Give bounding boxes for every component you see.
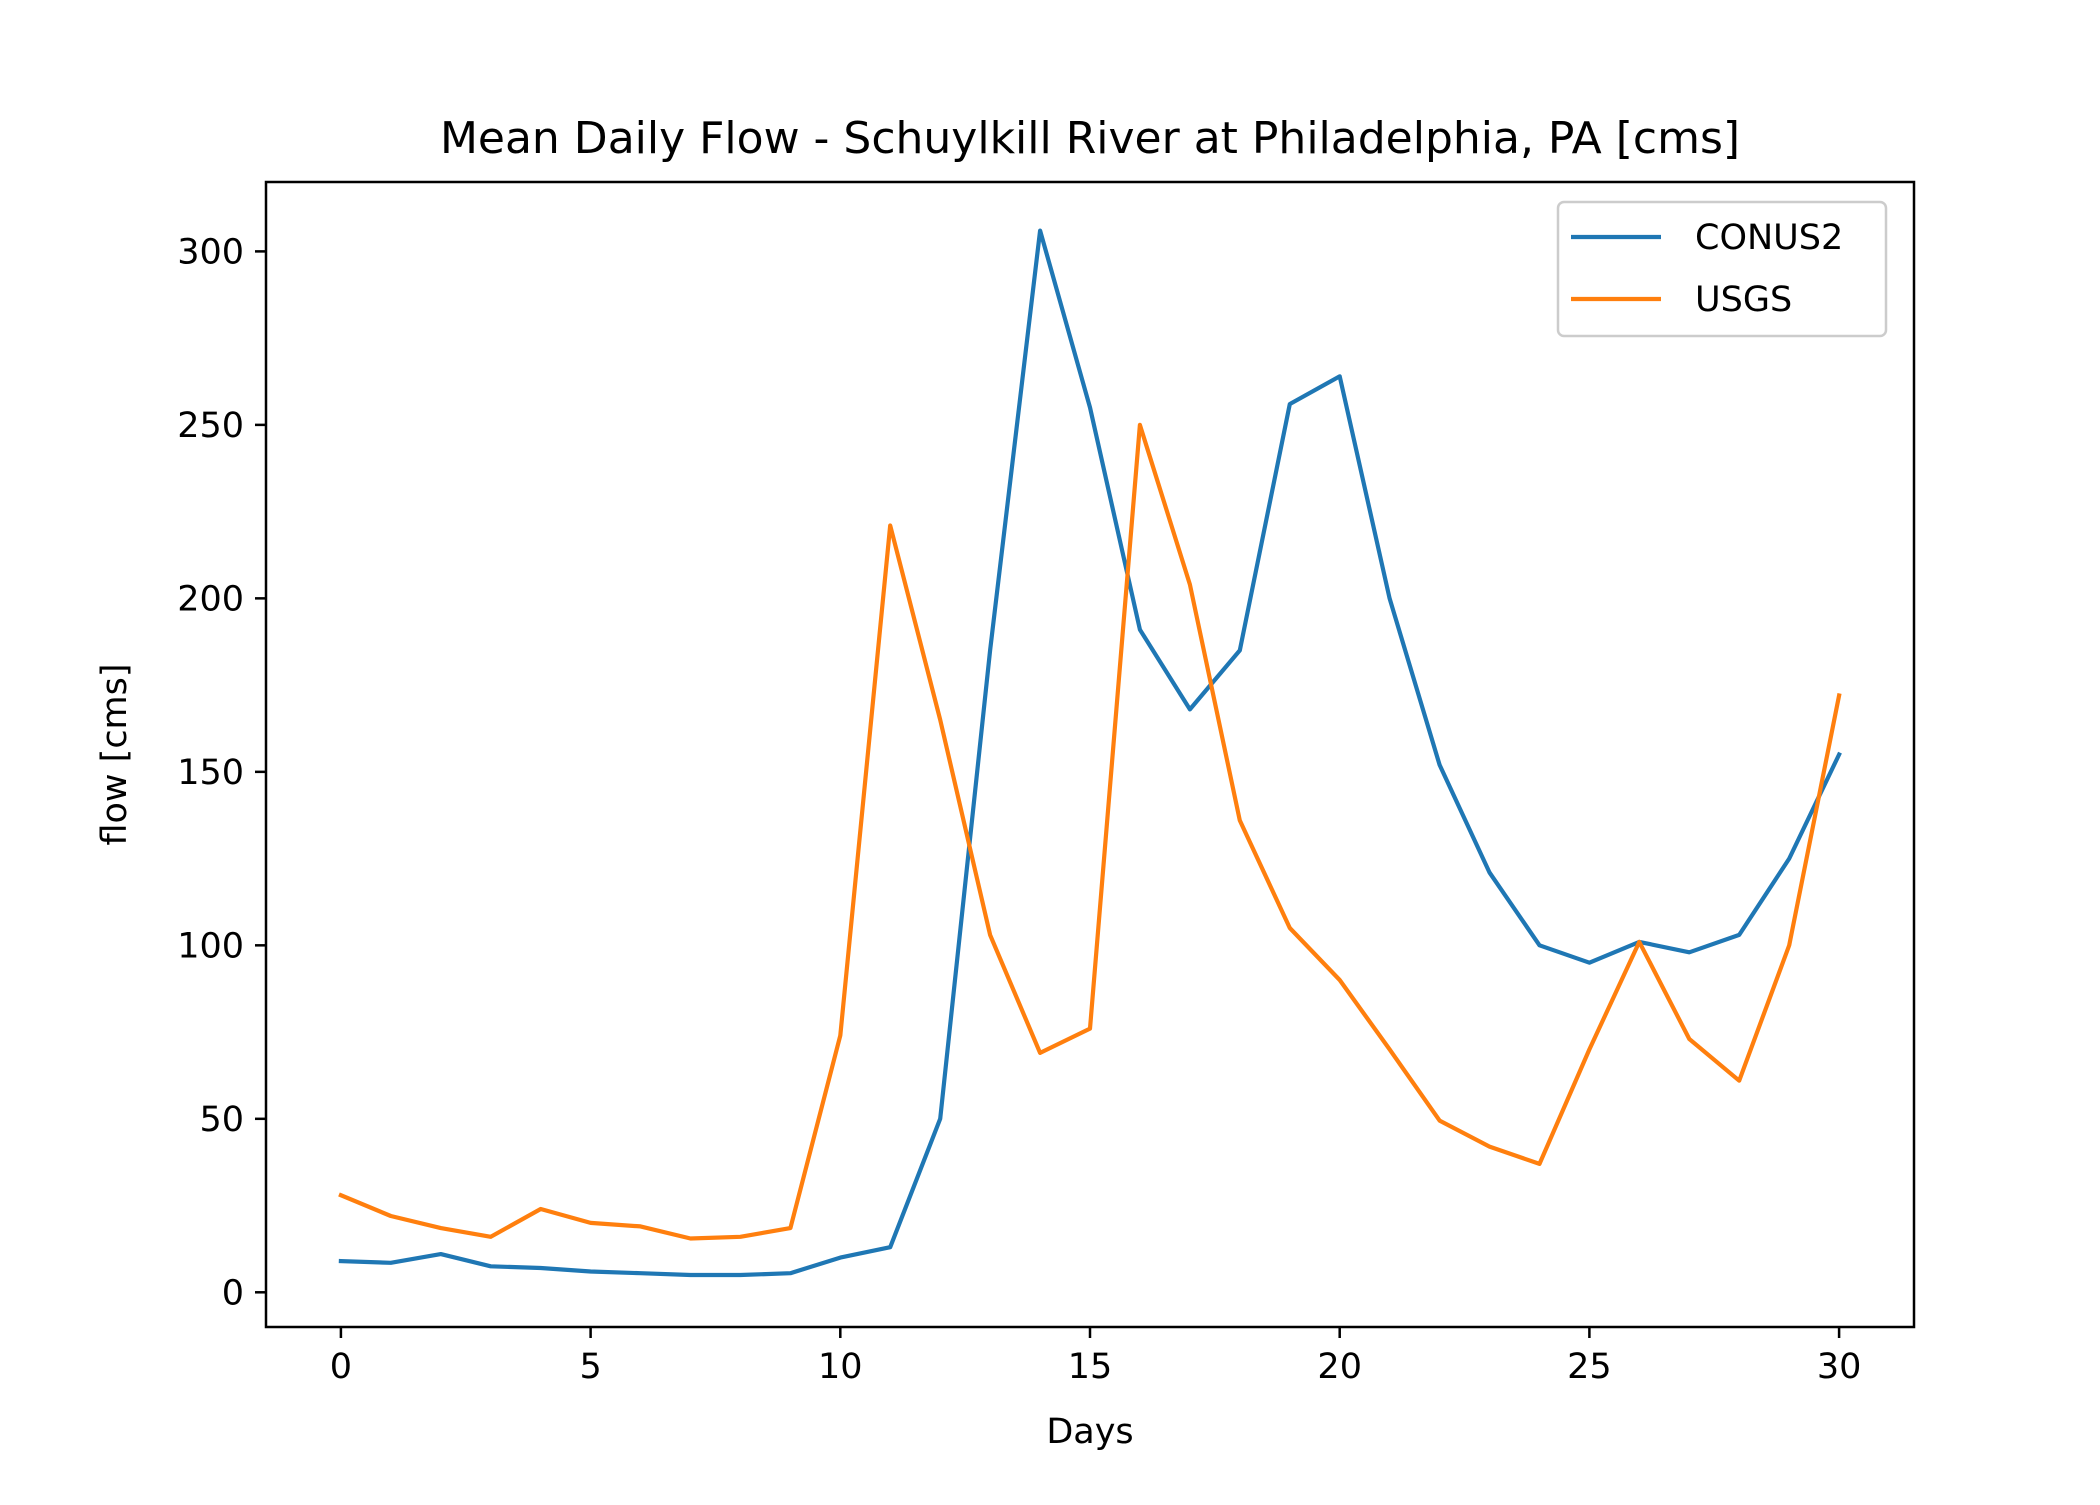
x-tick-label: 0 [330, 1347, 352, 1387]
legend: CONUS2 USGS [1556, 200, 1888, 338]
series-layer [338, 228, 1842, 1278]
x-tick-label: 15 [1068, 1347, 1113, 1387]
x-tick-label: 5 [579, 1347, 601, 1387]
legend-label-conus2: CONUS2 [1695, 218, 1843, 258]
y-tick-label: 300 [177, 232, 244, 272]
x-tick-label: 25 [1567, 1347, 1612, 1387]
y-tick-label: 150 [177, 753, 244, 793]
series-line-conus2 [338, 228, 1842, 1278]
series-line-usgs [338, 422, 1842, 1241]
y-tick-label: 100 [177, 926, 244, 966]
y-tick-label: 0 [222, 1273, 244, 1313]
y-tick-label: 200 [177, 579, 244, 619]
legend-label-usgs: USGS [1695, 280, 1792, 320]
y-tick-label: 250 [177, 406, 244, 446]
x-axis-label: Days [1046, 1412, 1133, 1452]
chart-title: Mean Daily Flow - Schuylkill River at Ph… [440, 113, 1740, 164]
y-tick-label: 50 [199, 1100, 244, 1140]
x-tick-label: 30 [1817, 1347, 1862, 1387]
x-tick-label: 10 [818, 1347, 863, 1387]
x-tick-label: 20 [1317, 1347, 1362, 1387]
y-axis-label: flow [cms] [95, 663, 135, 845]
